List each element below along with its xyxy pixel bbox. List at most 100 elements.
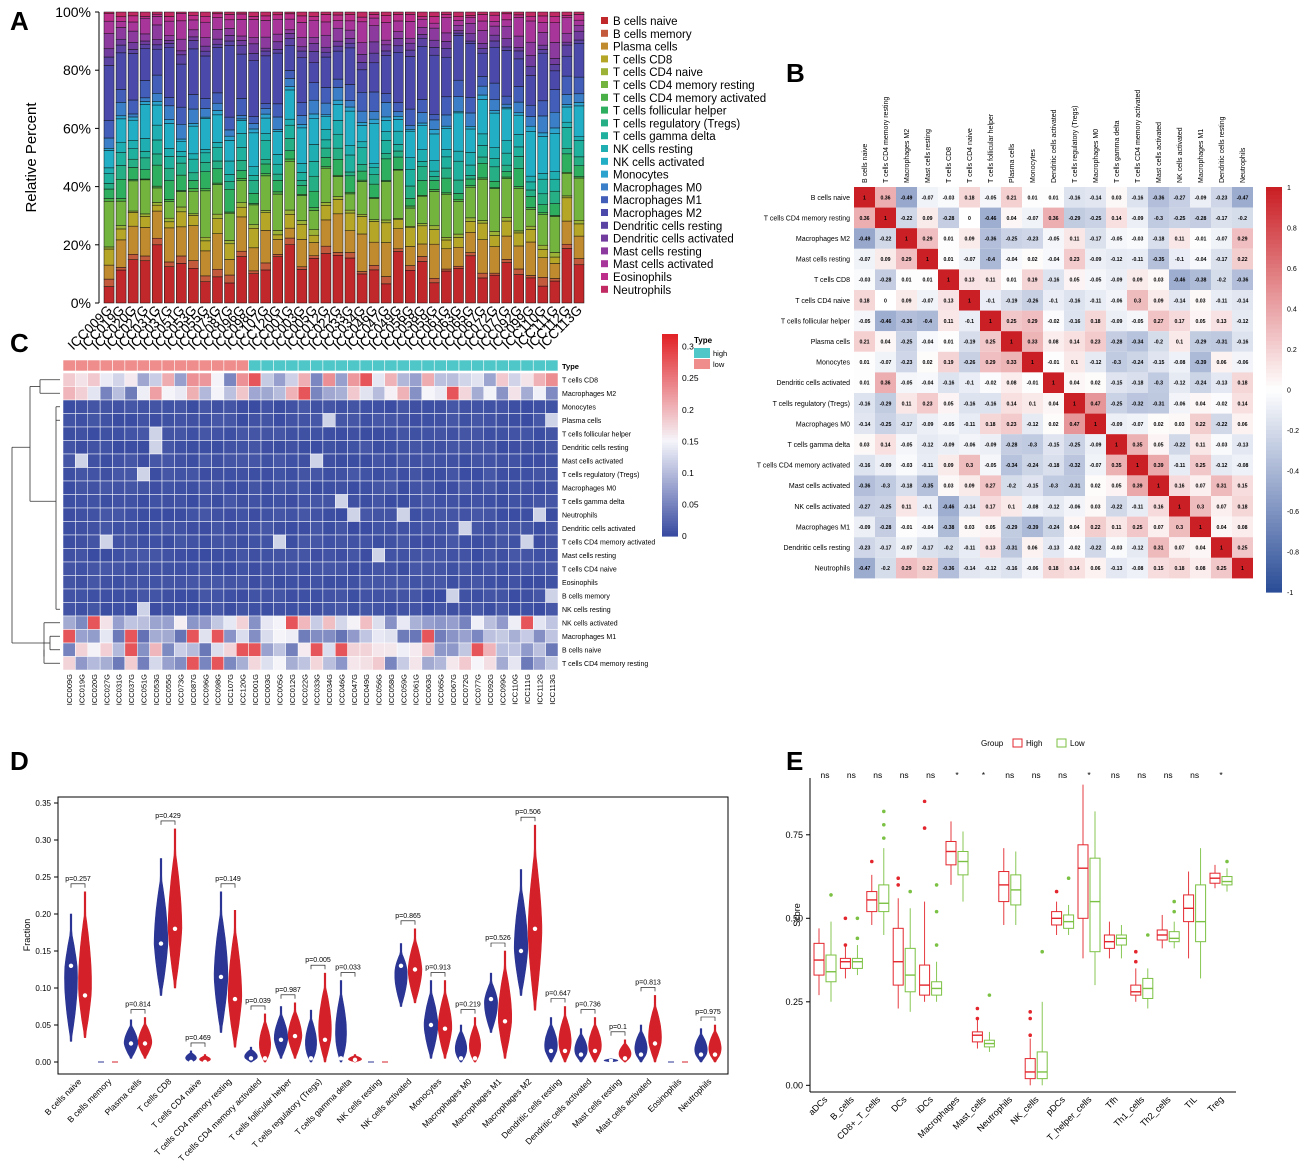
a-bar-segment (489, 14, 500, 22)
b-cell (1064, 207, 1085, 229)
b-cell-value: 0.11 (902, 401, 912, 407)
c-cell (446, 507, 460, 522)
c-annotation-cell (273, 359, 287, 372)
c-cell (508, 588, 522, 603)
b-cell-value: 0.39 (1132, 484, 1142, 490)
a-bar-segment (284, 138, 296, 151)
d-violin-half (588, 1017, 596, 1063)
b-cell (875, 331, 896, 352)
a-bar-segment (308, 175, 320, 192)
c-cell (446, 629, 460, 644)
a-bar-segment (356, 147, 368, 165)
b-colorbar-step (1266, 502, 1282, 508)
b-colorbar-step (1266, 466, 1282, 472)
a-bar-segment (272, 239, 284, 255)
a-bar-segment (489, 82, 500, 101)
d-violin-half (558, 1006, 566, 1063)
c-cell (99, 386, 113, 401)
a-bar-segment (127, 21, 139, 32)
d-violin-half (640, 1024, 648, 1063)
b-cell (1043, 269, 1064, 290)
c-cell (409, 561, 423, 576)
c-annotation-cell (359, 359, 373, 372)
a-bar-segment (151, 164, 163, 187)
c-cell (434, 561, 447, 576)
c-cell (248, 507, 262, 522)
e-legend-label: High (1026, 739, 1042, 748)
b-row-label: T cells follicular helper (781, 318, 851, 325)
b-cell-value: 0.25 (1216, 566, 1226, 572)
c-cell (533, 440, 546, 455)
a-bar-segment (380, 120, 392, 132)
c-cell (137, 656, 150, 671)
a-bar-segment (513, 134, 525, 148)
a-bar-segment (164, 201, 175, 219)
a-bar-segment (103, 198, 115, 202)
c-cell (372, 642, 385, 657)
a-bar-segment (417, 166, 428, 181)
d-violin-half (185, 1050, 192, 1063)
b-cell (1085, 351, 1106, 373)
d-median-dot (712, 1052, 718, 1057)
a-bar-segment (127, 167, 139, 180)
a-bar-segment (151, 124, 163, 141)
b-cell (1085, 187, 1106, 208)
c-cell (495, 548, 509, 563)
a-bar-segment (151, 139, 163, 155)
b-cell-value: 0.13 (964, 278, 974, 284)
c-cell (495, 521, 509, 536)
a-bar-segment (260, 47, 271, 52)
c-cell (236, 494, 249, 509)
a-bar-segment (236, 202, 247, 208)
b-row-label: Mast cells resting (796, 257, 850, 264)
c-cell (471, 453, 484, 468)
c-cell (335, 642, 348, 657)
b-cell (917, 372, 938, 393)
c-cell (335, 588, 348, 603)
a-bar-segment (200, 152, 211, 163)
b-cell-value: 0.25 (985, 340, 995, 346)
b-cell (896, 496, 917, 517)
b-cell (1148, 413, 1169, 435)
b-colorbar-step (1266, 450, 1282, 455)
a-bar-segment (115, 89, 127, 103)
c-cell (236, 386, 249, 401)
b-cell (1190, 393, 1211, 414)
d-violin-half (70, 913, 78, 1042)
a-bar-segment (103, 137, 115, 149)
a-bar-segment (236, 40, 247, 46)
c-cell (409, 602, 423, 617)
b-cell (1001, 537, 1022, 558)
b-cell-value: 0.09 (901, 298, 911, 304)
b-cell (875, 516, 896, 538)
c-cell (434, 467, 447, 482)
b-row-label: Dendritic cells activated (776, 380, 850, 387)
c-colorbar-step (662, 379, 678, 383)
c-cell (223, 642, 237, 657)
a-bar-segment (513, 230, 525, 234)
b-col-label: Monocytes (1030, 149, 1037, 183)
a-bar-segment (320, 14, 332, 23)
c-cell (273, 656, 286, 671)
a-bar-segment (429, 176, 440, 181)
c-cell (285, 521, 299, 536)
b-cell (1064, 393, 1085, 414)
a-bar-segment (248, 228, 259, 249)
b-cell-value: -0.18 (1153, 237, 1165, 243)
b-cell-value: -0.12 (1237, 319, 1249, 325)
c-colorbar-step (662, 450, 678, 454)
a-bar-segment (188, 123, 199, 127)
a-bar-segment (561, 173, 573, 197)
c-cell (520, 467, 534, 482)
a-bar-segment (465, 23, 476, 34)
c-col-label: ICC019G (78, 674, 87, 705)
b-colorbar-step (1266, 259, 1282, 265)
b-cell-value: -0.35 (1153, 257, 1165, 263)
a-bar-segment (417, 27, 428, 35)
b-cell-value: 1 (1052, 381, 1055, 387)
b-cell (917, 557, 938, 579)
a-bar-segment (525, 16, 537, 22)
a-bar-segment (272, 254, 284, 257)
b-col-label: Macrophages M2 (904, 129, 911, 183)
b-cell-value: -0.03 (901, 463, 913, 469)
